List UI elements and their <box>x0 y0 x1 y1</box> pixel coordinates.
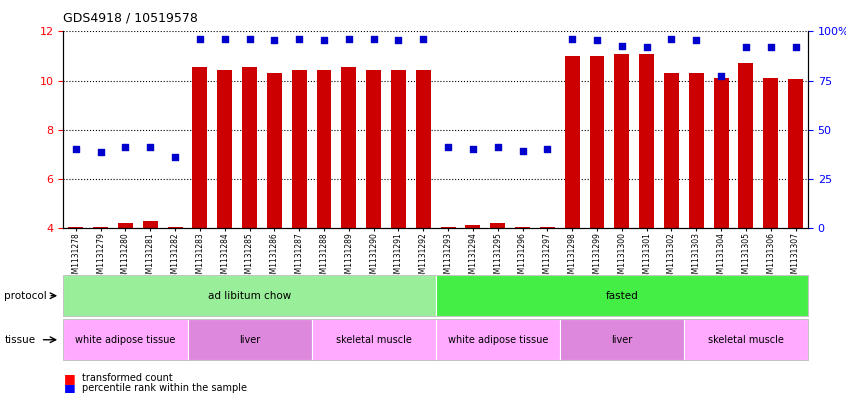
Point <box>714 72 728 79</box>
Text: fasted: fasted <box>606 291 638 301</box>
Text: ad libitum chow: ad libitum chow <box>208 291 291 301</box>
Bar <box>143 220 157 228</box>
Text: ■: ■ <box>63 382 75 393</box>
Text: white adipose tissue: white adipose tissue <box>75 335 176 345</box>
Bar <box>93 227 108 228</box>
Point <box>144 144 157 150</box>
Bar <box>788 79 803 228</box>
Point <box>317 37 331 43</box>
Bar <box>292 70 306 228</box>
Bar <box>242 67 257 228</box>
Point <box>342 36 355 42</box>
Point <box>466 146 480 152</box>
Point <box>293 36 306 42</box>
Bar <box>118 223 133 228</box>
Text: liver: liver <box>239 335 261 345</box>
Bar <box>441 227 455 228</box>
Point <box>739 44 753 51</box>
Bar <box>69 227 83 228</box>
Bar <box>217 70 232 228</box>
Point <box>416 36 430 42</box>
Point <box>541 146 554 152</box>
Bar <box>491 223 505 228</box>
Point <box>665 36 678 42</box>
Point <box>516 147 530 154</box>
Point <box>94 149 107 155</box>
Bar <box>465 226 481 228</box>
Point <box>243 36 256 42</box>
Bar <box>640 53 654 228</box>
Point <box>615 43 629 49</box>
Bar <box>267 73 282 228</box>
Bar <box>193 67 207 228</box>
Bar <box>391 70 406 228</box>
Point <box>392 37 405 43</box>
Text: percentile rank within the sample: percentile rank within the sample <box>82 383 247 393</box>
Point <box>764 44 777 51</box>
Text: GDS4918 / 10519578: GDS4918 / 10519578 <box>63 12 198 25</box>
Bar <box>316 70 332 228</box>
Point <box>788 44 802 51</box>
Bar <box>416 70 431 228</box>
Bar <box>168 227 183 228</box>
Bar <box>565 56 580 228</box>
Bar <box>366 70 381 228</box>
Point <box>168 154 182 160</box>
Bar <box>515 227 530 228</box>
Point <box>689 37 703 43</box>
Bar <box>590 56 604 228</box>
Point <box>193 36 206 42</box>
Text: skeletal muscle: skeletal muscle <box>708 335 784 345</box>
Bar <box>342 67 356 228</box>
Bar <box>763 78 778 228</box>
Bar <box>614 53 629 228</box>
Text: white adipose tissue: white adipose tissue <box>448 335 548 345</box>
Point <box>118 144 132 150</box>
Point <box>367 36 381 42</box>
Bar <box>714 78 728 228</box>
Text: transformed count: transformed count <box>82 373 173 383</box>
Point <box>267 37 281 43</box>
Bar <box>664 73 678 228</box>
Point <box>640 44 653 51</box>
Point <box>218 36 232 42</box>
Bar <box>540 227 555 228</box>
Text: tissue: tissue <box>4 335 36 345</box>
Bar <box>689 73 704 228</box>
Text: ■: ■ <box>63 371 75 385</box>
Point <box>565 36 579 42</box>
Text: protocol: protocol <box>4 291 47 301</box>
Point <box>69 146 83 152</box>
Point <box>591 37 604 43</box>
Text: skeletal muscle: skeletal muscle <box>336 335 412 345</box>
Point <box>491 144 504 150</box>
Bar <box>739 63 753 228</box>
Text: liver: liver <box>611 335 633 345</box>
Point <box>442 144 455 150</box>
